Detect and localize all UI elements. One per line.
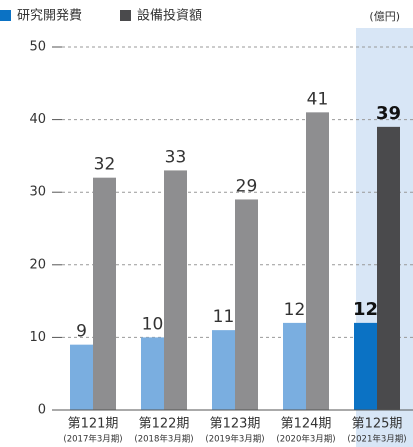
legend-label: 設備投資額 [137, 8, 202, 24]
x-tick-sublabel: (2018年3月期) [134, 434, 193, 445]
bar [283, 322, 306, 410]
x-tick-label: 第122期 [139, 417, 190, 432]
legend-swatch [120, 10, 131, 21]
legend-label: 研究開発費 [17, 9, 82, 24]
y-tick-label: 50 [29, 40, 46, 55]
data-label: 33 [165, 147, 187, 167]
x-tick-sublabel: (2021年3月期) [347, 434, 406, 445]
bar [306, 112, 329, 410]
bar [93, 177, 116, 410]
x-tick-label: 第123期 [210, 417, 261, 432]
y-tick-label: 20 [29, 257, 46, 272]
y-tick-label: 30 [29, 185, 46, 200]
y-tick-label: 0 [38, 403, 46, 418]
bar [212, 330, 235, 410]
data-label: 10 [142, 314, 164, 334]
bar [164, 170, 187, 410]
bar [377, 126, 400, 411]
x-tick-label: 第125期 [352, 417, 403, 432]
bar [70, 344, 93, 410]
legend-swatch [0, 10, 11, 21]
data-label: 32 [94, 155, 116, 175]
y-tick-label: 10 [29, 330, 46, 345]
x-tick-sublabel: (2020年3月期) [276, 434, 335, 445]
data-label: 29 [236, 176, 258, 196]
data-label: 12 [284, 300, 306, 320]
data-label: 39 [376, 103, 401, 124]
x-tick-label: 第124期 [281, 417, 332, 432]
data-label: 41 [307, 89, 329, 109]
data-label: 11 [213, 307, 235, 327]
bar [235, 199, 258, 410]
x-tick-sublabel: (2017年3月期) [63, 434, 122, 445]
data-label: 12 [353, 299, 378, 320]
x-tick-label: 第121期 [68, 417, 119, 432]
y-tick-label: 40 [29, 112, 46, 127]
unit-label: (億円) [369, 10, 400, 23]
bar [141, 337, 164, 410]
data-label: 9 [76, 322, 87, 342]
x-tick-sublabel: (2019年3月期) [205, 434, 264, 445]
bar [354, 322, 377, 410]
